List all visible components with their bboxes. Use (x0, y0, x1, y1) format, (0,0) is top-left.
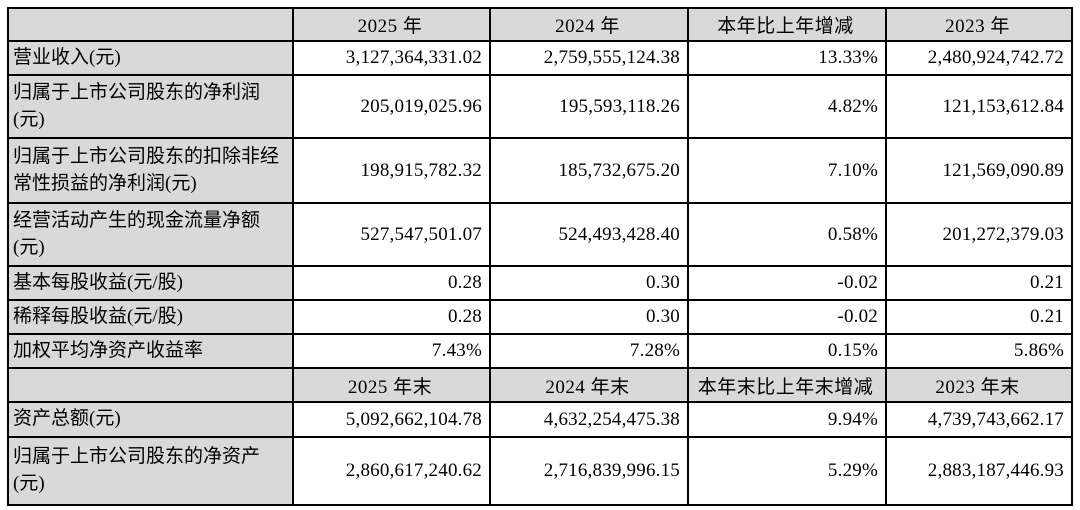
table-row-revenue: 营业收入(元) 3,127,364,331.02 2,759,555,124.3… (7, 40, 1073, 76)
cell-value: 2,883,187,446.93 (885, 436, 1073, 506)
financial-summary-table: 2025 年 2024 年 本年比上年增减 2023 年 营业收入(元) 3,1… (7, 7, 1073, 506)
corner-cell (7, 367, 294, 403)
cell-value: 7.28% (489, 333, 689, 369)
cell-value: 527,547,501.07 (292, 202, 491, 267)
row-label: 加权平均净资产收益率 (7, 333, 294, 369)
cell-value: 3,127,364,331.02 (292, 40, 491, 76)
cell-value: 121,153,612.84 (885, 74, 1073, 139)
cell-value: 0.30 (489, 299, 689, 335)
cell-value: 195,593,118.26 (489, 74, 689, 139)
cell-value: 9.94% (687, 401, 887, 438)
header-2025: 2025 年 (292, 7, 491, 42)
table-row-operating-cash-flow: 经营活动产生的现金流量净额 (元) 527,547,501.07 524,493… (7, 202, 1073, 267)
row-label: 基本每股收益(元/股) (7, 265, 294, 301)
table-row-diluted-eps: 稀释每股收益(元/股) 0.28 0.30 -0.02 0.21 (7, 299, 1073, 335)
cell-value: 4.82% (687, 74, 887, 139)
cell-value: 2,759,555,124.38 (489, 40, 689, 76)
cell-value: 2,860,617,240.62 (292, 436, 491, 506)
cell-value: 13.33% (687, 40, 887, 76)
cell-value: 0.28 (292, 265, 491, 301)
header-yoy-change: 本年比上年增减 (687, 7, 887, 42)
cell-value: 5,092,662,104.78 (292, 401, 491, 438)
row-label: 营业收入(元) (7, 40, 294, 76)
header-2024-end: 2024 年末 (489, 367, 689, 403)
cell-value: -0.02 (687, 299, 887, 335)
table-row-net-profit: 归属于上市公司股东的净利润 (元) 205,019,025.96 195,593… (7, 74, 1073, 139)
cell-value: 0.28 (292, 299, 491, 335)
table-row-net-assets: 归属于上市公司股东的净资产 (元) 2,860,617,240.62 2,716… (7, 436, 1073, 506)
cell-value: -0.02 (687, 265, 887, 301)
table-row-basic-eps: 基本每股收益(元/股) 0.28 0.30 -0.02 0.21 (7, 265, 1073, 301)
cell-value: 0.21 (885, 265, 1073, 301)
corner-cell (7, 7, 294, 42)
cell-value: 185,732,675.20 (489, 137, 689, 204)
cell-value: 2,716,839,996.15 (489, 436, 689, 506)
cell-value: 524,493,428.40 (489, 202, 689, 267)
cell-value: 0.15% (687, 333, 887, 369)
table-row-net-profit-deducted: 归属于上市公司股东的扣除非经 常性损益的净利润(元) 198,915,782.3… (7, 137, 1073, 204)
balance-header-row: 2025 年末 2024 年末 本年末比上年末增减 2023 年末 (7, 367, 1073, 403)
cell-value: 5.86% (885, 333, 1073, 369)
header-yearend-change: 本年末比上年末增减 (687, 367, 887, 403)
cell-value: 205,019,025.96 (292, 74, 491, 139)
table-row-weighted-roe: 加权平均净资产收益率 7.43% 7.28% 0.15% 5.86% (7, 333, 1073, 369)
table-row-total-assets: 资产总额(元) 5,092,662,104.78 4,632,254,475.3… (7, 401, 1073, 438)
cell-value: 7.10% (687, 137, 887, 204)
cell-value: 0.30 (489, 265, 689, 301)
cell-value: 121,569,090.89 (885, 137, 1073, 204)
row-label: 稀释每股收益(元/股) (7, 299, 294, 335)
period-header-row: 2025 年 2024 年 本年比上年增减 2023 年 (7, 7, 1073, 42)
header-2023: 2023 年 (885, 7, 1073, 42)
cell-value: 5.29% (687, 436, 887, 506)
cell-value: 201,272,379.03 (885, 202, 1073, 267)
row-label: 经营活动产生的现金流量净额 (元) (7, 202, 294, 267)
row-label: 归属于上市公司股东的扣除非经 常性损益的净利润(元) (7, 137, 294, 204)
header-2024: 2024 年 (489, 7, 689, 42)
cell-value: 4,739,743,662.17 (885, 401, 1073, 438)
row-label: 资产总额(元) (7, 401, 294, 438)
cell-value: 0.58% (687, 202, 887, 267)
header-2025-end: 2025 年末 (292, 367, 491, 403)
cell-value: 2,480,924,742.72 (885, 40, 1073, 76)
header-2023-end: 2023 年末 (885, 367, 1073, 403)
row-label: 归属于上市公司股东的净资产 (元) (7, 436, 294, 506)
row-label: 归属于上市公司股东的净利润 (元) (7, 74, 294, 139)
cell-value: 198,915,782.32 (292, 137, 491, 204)
cell-value: 7.43% (292, 333, 491, 369)
cell-value: 0.21 (885, 299, 1073, 335)
cell-value: 4,632,254,475.38 (489, 401, 689, 438)
